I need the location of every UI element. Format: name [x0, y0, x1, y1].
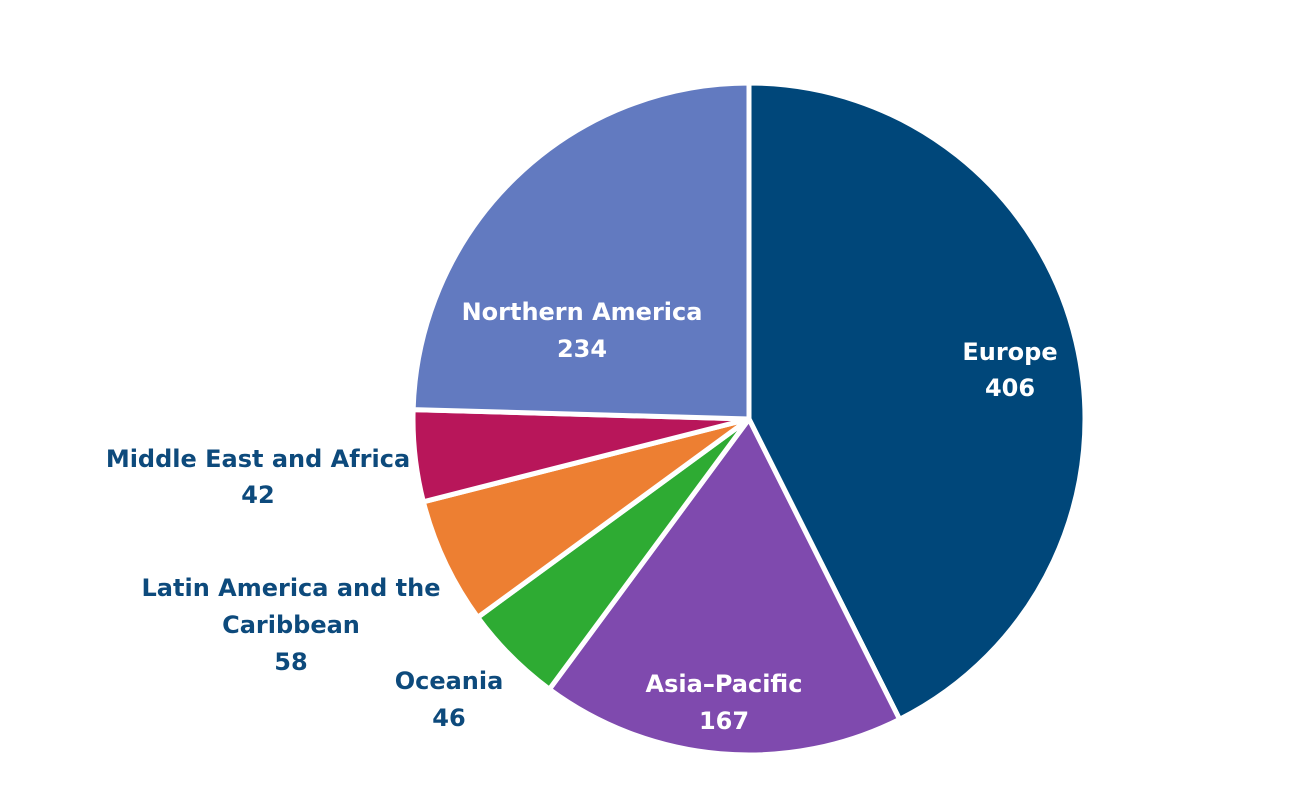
slice-label: Northern America	[462, 298, 703, 326]
slice-value-label: 234	[557, 335, 607, 363]
pie-labels: Europe 406 Asia–Pacific 167 Oceania 46 Latin A…	[106, 298, 1058, 735]
slice-value-label: 42	[241, 481, 274, 509]
pie-slice-europe	[746, 80, 1088, 722]
slice-label: Europe	[962, 338, 1057, 366]
slice-label: Middle East and Africa	[106, 445, 410, 473]
slice-label: Caribbean	[222, 611, 360, 639]
pie-slice-northern-america	[410, 80, 752, 422]
slice-value-label: 46	[432, 704, 465, 732]
slice-value-label: 58	[274, 648, 307, 676]
pie-slices	[410, 80, 1088, 758]
slice-label: Asia–Pacific	[646, 670, 803, 698]
slice-value-label: 167	[699, 707, 749, 735]
slice-value-label: 406	[985, 374, 1035, 402]
slice-label: Latin America and the	[142, 574, 441, 602]
slice-label: Oceania	[395, 667, 504, 695]
pie-slice-asia-pacific	[546, 416, 903, 758]
